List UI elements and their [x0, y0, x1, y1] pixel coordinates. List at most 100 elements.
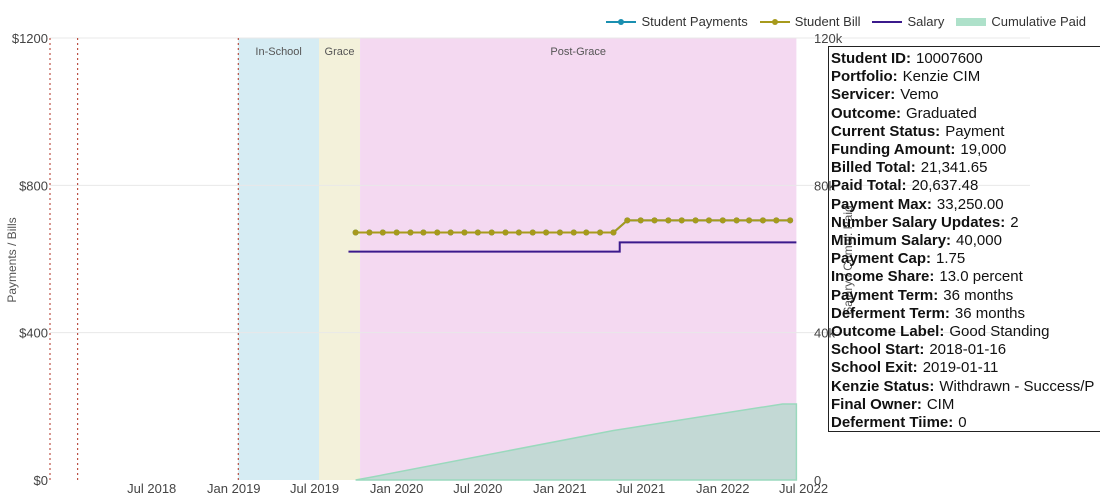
legend-item-bill[interactable]: Student Bill — [759, 14, 861, 29]
info-key: Servicer: — [831, 86, 896, 104]
info-value: 20,637.48 — [911, 177, 979, 195]
info-row: Servicer: Vemo — [831, 86, 1100, 104]
info-value: 10007600 — [916, 50, 983, 67]
bill-point — [407, 229, 414, 236]
x-axis-tick-label: Jul 2020 — [453, 481, 502, 496]
info-key: Paid Total: — [831, 177, 907, 195]
bill-point — [420, 229, 427, 236]
bill-point — [488, 229, 495, 236]
series-lines — [348, 217, 797, 253]
x-axis-tick-label: Jan 2020 — [370, 481, 424, 496]
bill-point — [502, 229, 509, 236]
info-row: Income Share: 13.0 percent — [831, 268, 1100, 286]
info-key: School Exit: — [831, 359, 918, 377]
info-key: Deferment Tiime: — [831, 414, 954, 432]
info-row: Billed Total: 21,341.65 — [831, 159, 1100, 177]
bill-point — [366, 229, 373, 236]
legend-item-payments[interactable]: Student Payments — [606, 14, 748, 29]
left-axis-tick-label: $800 — [19, 178, 48, 193]
info-value: Withdrawn - Success/P — [939, 377, 1095, 395]
cumulative-area — [355, 403, 798, 481]
info-value: Graduated — [906, 104, 977, 122]
bill-point — [393, 229, 400, 236]
info-value: 40,000 — [956, 232, 1002, 250]
cumulative-paid-area — [355, 403, 798, 481]
info-row: Final Owner: CIM — [831, 396, 1100, 414]
right-axis-tick-label: 0 — [814, 473, 821, 488]
x-axis-tick-label: Jul 2019 — [290, 481, 339, 496]
phase-label: Post-Grace — [550, 46, 606, 58]
info-row: Outcome: Graduated — [831, 105, 1100, 123]
info-row: Current Status: Payment — [831, 123, 1100, 141]
bill-point — [787, 217, 794, 224]
info-row: Outcome Label: Good Standing — [831, 323, 1100, 341]
right-axis-tick-label: 80k — [814, 178, 835, 193]
phase-labels: In-School Grace Post-Grace — [255, 46, 606, 58]
legend-item-cumulative[interactable]: Cumulative Paid — [956, 14, 1086, 29]
phase-label: Grace — [325, 46, 355, 58]
info-row: Student ID: 10007600 — [831, 50, 1100, 68]
legend-swatch-cumulative — [956, 17, 987, 26]
student-info-box: Student ID: 10007600 Portfolio: Kenzie CIM S… — [828, 46, 1100, 432]
info-row: School Exit: 2019-01-11 — [831, 359, 1100, 377]
info-key: Number Salary Updates: — [831, 213, 1006, 231]
info-value: 2 — [1010, 213, 1019, 231]
legend-swatch-payments — [606, 18, 637, 25]
info-row: Deferment Tiime: 0 — [831, 414, 1100, 432]
phase-label: In-School — [255, 46, 301, 58]
info-value: 33,250.00 — [936, 195, 1004, 213]
info-key: Outcome: — [831, 104, 902, 122]
info-value: 2018-01-16 — [929, 341, 1007, 359]
bill-point — [434, 229, 441, 236]
legend-item-salary[interactable]: Salary — [872, 14, 944, 29]
bill-point — [705, 217, 712, 224]
left-axis-title: Payments / Bills — [5, 217, 19, 302]
info-row: Portfolio: Kenzie CIM — [831, 68, 1100, 86]
info-value: 21,341.65 — [920, 159, 988, 177]
legend-label: Cumulative Paid — [991, 14, 1086, 29]
info-row: Minimum Salary: 40,000 — [831, 232, 1100, 250]
bill-point — [597, 229, 604, 236]
x-axis-tick-label: Jan 2019 — [207, 481, 261, 496]
info-value: 36 months — [954, 304, 1025, 322]
right-axis-tick-label: 120k — [814, 31, 843, 46]
x-axis-tick-label: Jan 2022 — [696, 481, 750, 496]
legend-swatch-salary — [872, 20, 903, 23]
right-axis-tick-label: 40k — [814, 326, 835, 341]
info-row: School Start: 2018-01-16 — [831, 341, 1100, 359]
info-key: Payment Term: — [831, 286, 939, 304]
legend: Student Payments Student Bill Salary Cumula… — [606, 14, 1086, 29]
bill-point — [515, 229, 522, 236]
bill-point — [447, 229, 454, 236]
bill-point — [556, 229, 563, 236]
info-key: Outcome Label: — [831, 323, 945, 341]
legend-swatch-bill — [759, 18, 790, 25]
info-value: 1.75 — [936, 250, 966, 268]
bill-point — [352, 229, 359, 236]
left-axis-tick-label: $1200 — [12, 31, 48, 46]
vertical-markers — [49, 38, 239, 480]
info-key: Student ID: — [831, 50, 911, 67]
info-key: Payment Cap: — [831, 250, 932, 268]
info-row: Deferment Term: 36 months — [831, 305, 1100, 323]
info-row: Payment Max: 33,250.00 — [831, 196, 1100, 214]
phase-band-post-grace — [360, 38, 797, 480]
bill-point — [529, 229, 536, 236]
bill-point — [379, 229, 386, 236]
bill-point — [733, 217, 740, 224]
info-key: Minimum Salary: — [831, 232, 952, 250]
info-key: Kenzie Status: — [831, 377, 935, 395]
bill-point — [570, 229, 577, 236]
bill-point — [461, 229, 468, 236]
info-row: Payment Cap: 1.75 — [831, 250, 1100, 268]
bill-point — [692, 217, 699, 224]
info-key: School Start: — [831, 341, 925, 359]
gridlines — [50, 37, 1030, 334]
bill-point — [759, 217, 766, 224]
x-axis-tick-label: Jul 2022 — [779, 481, 828, 496]
info-value: Vemo — [900, 86, 939, 104]
legend-label: Student Bill — [794, 14, 861, 29]
info-row: Number Salary Updates: 2 — [831, 214, 1100, 232]
phase-bands — [238, 38, 797, 480]
